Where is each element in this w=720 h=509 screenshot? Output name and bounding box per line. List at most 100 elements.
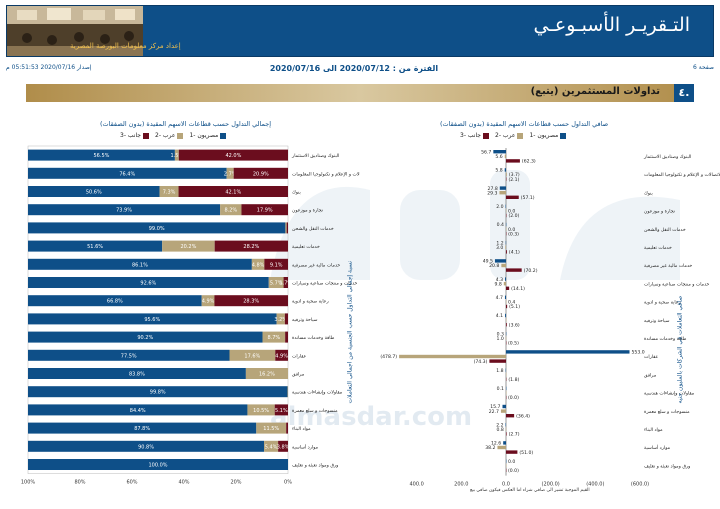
total-category-label: مقاولات وإنشاءات هندسية [292, 391, 343, 396]
total-x-tick-label: 20% [230, 480, 241, 486]
total-category-label: سياحة وترفيه [292, 318, 318, 323]
net-bar-label: (3.6) [509, 322, 520, 328]
net-category-label: موارد أساسية [644, 444, 671, 451]
total-category-label: رعاية صحية و ادوية [292, 300, 329, 305]
net-bar-label: 2.0 [496, 204, 503, 210]
net-bar-label: 5.6 [495, 154, 502, 160]
legend-foreigners: جانب -3 [120, 132, 149, 139]
net-x-tick-label: (400.0) [586, 482, 604, 488]
total-category-label: خدمات تعليمية [292, 245, 320, 250]
net-bar-foreigners [506, 304, 508, 309]
net-category-label: مواد البناء [644, 428, 663, 433]
total-bar-arabs [276, 313, 285, 325]
total-category-label: تجارة و موزعون [292, 209, 324, 214]
net-category-label: بنوك [644, 191, 653, 196]
legend-arabs: عرب -2 [155, 132, 184, 139]
total-category-label: البنوك وصناديق الاستثمار [291, 154, 339, 159]
net-bar-label: 553.0 [632, 350, 645, 356]
total-bar-label: 90.2% [137, 335, 153, 341]
page-number: صفحة 6 [693, 64, 714, 71]
total-bar-egyptians [28, 349, 230, 361]
net-category-label: رعاية صحية و ادوية [644, 301, 681, 306]
total-bar-label: 100.0% [148, 463, 167, 469]
total-bar-label: 87.8% [134, 426, 150, 432]
net-bar-arabs [399, 354, 506, 359]
total-bar-arabs [220, 204, 242, 216]
net-bar-label: (74.3) [474, 359, 488, 365]
net-bar-label: (5.1) [509, 304, 520, 310]
total-bar-foreigners [214, 295, 288, 307]
total-bar-egyptians [28, 331, 263, 343]
total-category-label: منسوجات و سلع معمرة [292, 409, 338, 414]
net-x-tick-label: (600.0) [631, 482, 649, 488]
total-category-label: ورق ومواد تعبئة و تغليف [292, 463, 338, 469]
net-bar-label: (1.8) [508, 377, 519, 383]
total-bar-label: 17.9% [257, 208, 273, 214]
total-bar-label: 1.5% [170, 153, 183, 159]
issue-date: إصدار 2020/07/16 05:51:53 م [6, 64, 92, 71]
total-stacked-bar-chart: 56.5% 1.5% 42.0% البنوك وصناديق الاستثمار 76… [21, 145, 360, 486]
total-bar-arabs [287, 386, 288, 398]
section-number: ٤. [674, 84, 694, 102]
net-bar-label: 3.0 [496, 245, 503, 251]
total-x-tick-label: 40% [178, 480, 189, 486]
net-bar-label: (57.1) [521, 195, 535, 201]
legend-foreigners-net: جانب -3 [460, 132, 489, 139]
net-bar-label: (36.4) [516, 413, 530, 419]
net-bar-label: 1.0 [496, 336, 503, 342]
total-bar-arabs [262, 331, 286, 343]
total-bar-label: 4.9% [202, 299, 215, 305]
net-bar-foreigners [506, 250, 507, 254]
net-bar-foreigners [489, 359, 506, 363]
net-chart-side-label: صافي التعاملات في الشركات بالمليون جنيه [676, 295, 684, 404]
legend-arabs-net: عرب -2 [495, 132, 524, 139]
total-chart-legend: جانب -3 عرب -2 مصريون -1 [120, 132, 227, 139]
total-plot-frame [27, 145, 289, 474]
total-bar-foreigners [275, 349, 288, 361]
total-bar-label: 92.6% [140, 281, 156, 287]
total-x-tick-label: 100% [21, 480, 36, 486]
net-bar-foreigners [506, 414, 515, 418]
total-bar-egyptians [28, 422, 257, 434]
net-category-label: عقارات [644, 355, 659, 360]
net-chart-title: صافي التداول حسب قطاعات الاسهم المقيدة (… [440, 120, 609, 128]
total-bar-label: 99.0% [149, 226, 165, 232]
net-bar-egyptians [493, 150, 506, 154]
total-bar-label: 95.6% [144, 317, 160, 323]
net-bar-label: 0.3 [497, 331, 504, 337]
net-bar-arabs [500, 409, 506, 413]
net-bar-label: (0.3) [508, 231, 519, 237]
total-bar-label: 7.3% [163, 190, 176, 196]
net-bar-foreigners [506, 432, 507, 436]
net-category-label: مرافق [644, 373, 657, 378]
trading-floor-photo [7, 6, 143, 56]
net-bar-label: (2.0) [508, 213, 519, 219]
net-category-label: سياحة وترفيه [644, 319, 670, 324]
total-bar-label: 8.2% [224, 208, 237, 214]
total-bar-foreigners [274, 404, 288, 416]
net-x-tick-label: 200.0 [454, 482, 468, 488]
net-category-label: خدمات و منتجات صناعية وسيارات [644, 282, 710, 287]
total-bar-arabs [268, 277, 284, 288]
total-bar-arabs [245, 368, 288, 379]
total-bar-egyptians [28, 204, 221, 216]
total-bar-label: 1.7% [279, 281, 292, 287]
total-bar-egyptians [28, 295, 202, 307]
legend-egyptians-net: مصريون -1 [529, 132, 567, 139]
total-bar-arabs [264, 440, 279, 452]
net-bar-egyptians [505, 313, 506, 318]
total-bar-arabs [247, 404, 275, 416]
net-bar-label: 9.8 [494, 281, 501, 287]
net-bar-label: 0.4 [497, 222, 504, 228]
net-bar-label: 22.7 [489, 409, 499, 415]
net-bar-label: 27.8 [488, 186, 498, 192]
total-bar-egyptians [28, 167, 227, 179]
total-bar-label: 20.9% [253, 171, 269, 177]
total-x-tick-label: 60% [126, 480, 137, 486]
report-subtitle: إعداد مركز معلومات البورصة المصرية [70, 42, 181, 50]
net-bar-label: 49.5 [483, 259, 493, 265]
total-bar-label: 84.4% [130, 408, 146, 414]
net-bar-label: (0.0) [508, 468, 519, 474]
total-bar-label: 51.6% [87, 244, 103, 250]
total-category-label: خدمات و منتجات صناعية وسيارات [292, 282, 358, 287]
